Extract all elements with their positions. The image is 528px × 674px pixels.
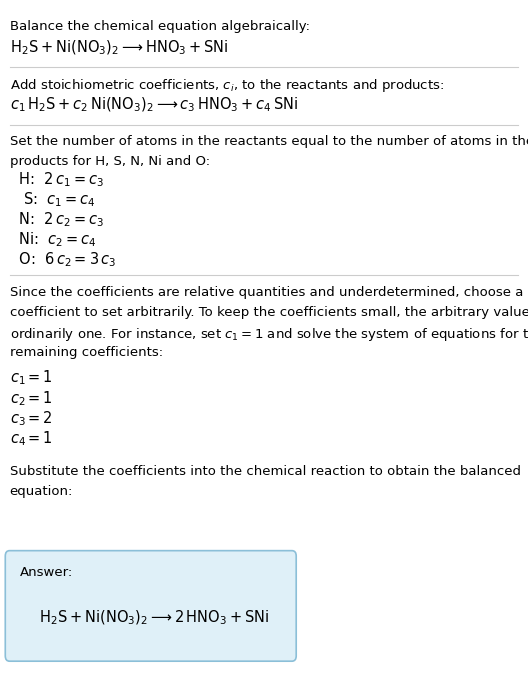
Text: $c_1\,\mathregular{H_2S} + c_2\,\mathregular{Ni(NO_3)_2} \longrightarrow c_3\,\m: $c_1\,\mathregular{H_2S} + c_2\,\mathreg… xyxy=(10,96,298,114)
Text: S:  $c_1 = c_4$: S: $c_1 = c_4$ xyxy=(14,190,96,209)
Text: Answer:: Answer: xyxy=(20,566,73,579)
Text: $c_1 = 1$: $c_1 = 1$ xyxy=(10,369,52,388)
Text: Since the coefficients are relative quantities and underdetermined, choose a: Since the coefficients are relative quan… xyxy=(10,286,523,299)
Text: Ni:  $c_2 = c_4$: Ni: $c_2 = c_4$ xyxy=(14,231,97,249)
Text: O:  $6\,c_2 = 3\,c_3$: O: $6\,c_2 = 3\,c_3$ xyxy=(14,251,116,270)
Text: Add stoichiometric coefficients, $c_i$, to the reactants and products:: Add stoichiometric coefficients, $c_i$, … xyxy=(10,77,444,94)
Text: $\mathregular{H_2S + Ni(NO_3)_2} \longrightarrow \mathregular{HNO_3 + SNi}$: $\mathregular{H_2S + Ni(NO_3)_2} \longri… xyxy=(10,39,228,57)
Text: N:  $2\,c_2 = c_3$: N: $2\,c_2 = c_3$ xyxy=(14,210,104,229)
Text: coefficient to set arbitrarily. To keep the coefficients small, the arbitrary va: coefficient to set arbitrarily. To keep … xyxy=(10,306,528,319)
Text: $c_2 = 1$: $c_2 = 1$ xyxy=(10,389,52,408)
Text: Substitute the coefficients into the chemical reaction to obtain the balanced: Substitute the coefficients into the che… xyxy=(10,465,521,478)
Text: products for H, S, N, Ni and O:: products for H, S, N, Ni and O: xyxy=(10,155,210,168)
Text: $c_3 = 2$: $c_3 = 2$ xyxy=(10,409,52,428)
Text: remaining coefficients:: remaining coefficients: xyxy=(10,346,163,359)
Text: Balance the chemical equation algebraically:: Balance the chemical equation algebraica… xyxy=(10,20,309,33)
Text: Set the number of atoms in the reactants equal to the number of atoms in the: Set the number of atoms in the reactants… xyxy=(10,135,528,148)
Text: equation:: equation: xyxy=(10,485,73,498)
Text: H:  $2\,c_1 = c_3$: H: $2\,c_1 = c_3$ xyxy=(14,170,104,189)
Text: ordinarily one. For instance, set $c_1 = 1$ and solve the system of equations fo: ordinarily one. For instance, set $c_1 =… xyxy=(10,326,528,343)
FancyBboxPatch shape xyxy=(5,551,296,661)
Text: $c_4 = 1$: $c_4 = 1$ xyxy=(10,429,52,448)
Text: $\mathregular{H_2S + Ni(NO_3)_2} \longrightarrow \mathregular{2\,HNO_3 + SNi}$: $\mathregular{H_2S + Ni(NO_3)_2} \longri… xyxy=(39,609,269,627)
